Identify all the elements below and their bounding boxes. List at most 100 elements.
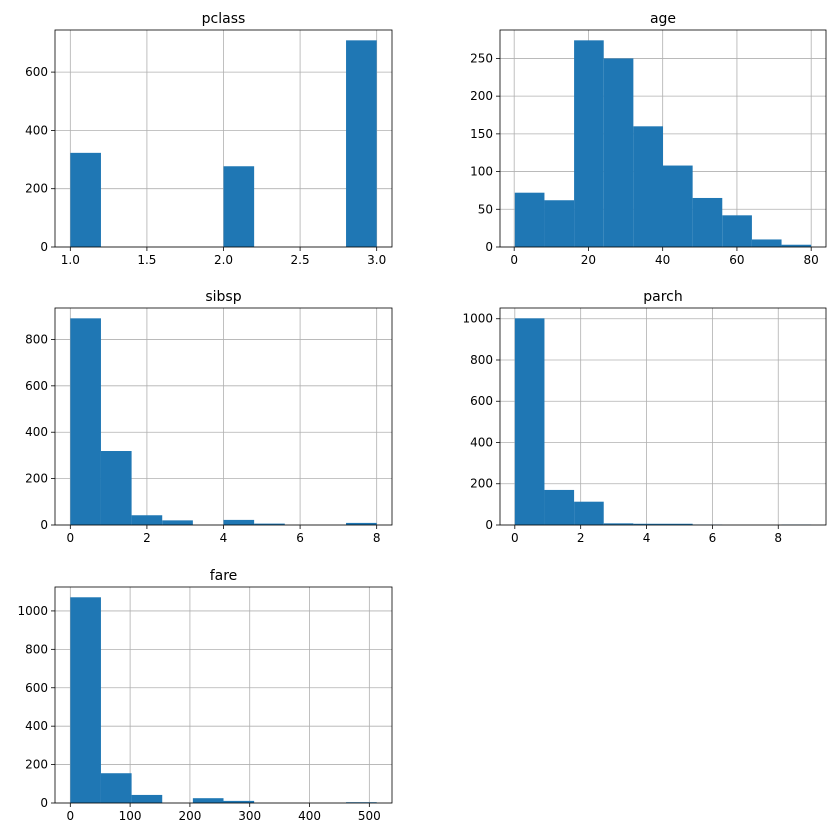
bar [162,520,193,525]
bar [603,523,634,525]
y-tick-label: 0 [40,240,48,254]
subplot: 0 20 40 60 80 0 50 100 150 200 250 age [470,11,827,267]
bar [100,773,132,803]
subplot: 1.0 1.5 2.0 2.5 3.0 0 200 400 600 pclass [25,11,393,267]
y-tick-label: 1000 [17,604,48,618]
bar [663,165,693,247]
subplot: 0 100 200 300 400 500 0 200 400 600 800 1000 fare [17,568,393,823]
bar [633,126,663,247]
subplot: 0 2 4 6 8 0 200 400 600 800 1000 parch [462,289,827,545]
y-tick-label: 250 [470,51,493,65]
bar [70,152,101,247]
y-tick-label: 400 [25,123,48,137]
bar [346,522,377,525]
x-tick-label: 1.0 [61,253,80,267]
x-tick-label: 0 [511,531,519,545]
y-tick-label: 0 [40,796,48,810]
bar [131,515,163,525]
y-tick-label: 600 [25,65,48,79]
y-tick-label: 0 [485,518,493,532]
bar [131,794,163,803]
bar [781,244,812,247]
x-tick-label: 4 [220,531,228,545]
x-tick-label: 60 [729,253,744,267]
bar [514,192,545,247]
y-tick-label: 600 [25,681,48,695]
bar [603,58,634,248]
axes-frame [499,307,827,526]
x-tick-label: 3.0 [367,253,386,267]
y-tick-label: 800 [25,642,48,656]
chart-title: parch [643,289,682,305]
x-tick-label: 200 [178,809,201,823]
x-tick-label: 400 [298,809,321,823]
y-tick-label: 400 [470,435,493,449]
y-tick-label: 0 [40,518,48,532]
bar [192,798,224,803]
x-tick-label: 2.5 [291,253,310,267]
x-tick-label: 0 [66,531,74,545]
chart-title: pclass [202,11,246,27]
y-tick-label: 600 [470,394,493,408]
x-tick-label: 8 [774,531,782,545]
x-tick-label: 0 [510,253,518,267]
bar [751,239,782,247]
bar [223,519,255,525]
x-tick-label: 0 [66,809,74,823]
x-tick-label: 80 [804,253,819,267]
y-tick-label: 150 [470,127,493,141]
x-tick-label: 2.0 [214,253,233,267]
bar [254,523,285,525]
y-tick-label: 600 [25,379,48,393]
bar [70,318,101,525]
bar [70,597,101,803]
bar [633,523,663,525]
bar [692,197,723,247]
bar [346,40,377,248]
bar [100,451,132,525]
y-tick-label: 0 [485,240,493,254]
x-tick-label: 40 [655,253,670,267]
bar [574,501,604,525]
x-tick-label: 4 [643,531,651,545]
y-tick-label: 400 [25,719,48,733]
subplot: 0 2 4 6 8 0 200 400 600 800 sibsp [25,289,393,545]
bar [544,489,575,525]
axes-frame [54,586,393,804]
x-tick-label: 100 [119,809,142,823]
x-tick-label: 300 [238,809,261,823]
x-tick-label: 6 [296,531,304,545]
x-tick-label: 8 [373,531,381,545]
chart-title: age [650,11,676,27]
x-tick-label: 20 [581,253,596,267]
x-tick-label: 500 [358,809,381,823]
x-tick-label: 1.5 [137,253,156,267]
y-tick-label: 100 [470,165,493,179]
axes-frame [499,29,827,248]
bar [223,800,255,803]
y-tick-label: 200 [25,182,48,196]
chart-title: fare [210,568,238,584]
y-tick-label: 50 [478,202,493,216]
y-tick-label: 200 [25,758,48,772]
y-tick-label: 1000 [462,312,493,326]
x-tick-label: 6 [709,531,717,545]
bar [223,166,255,247]
y-tick-label: 200 [470,89,493,103]
axes-frame [54,29,393,248]
bar [722,215,752,247]
y-tick-label: 800 [470,353,493,367]
bar [514,318,545,525]
y-tick-label: 800 [25,332,48,346]
x-tick-label: 2 [577,531,585,545]
bar [663,523,693,525]
axes-frame [54,307,393,526]
x-tick-label: 2 [143,531,151,545]
y-tick-label: 400 [25,425,48,439]
chart-title: sibsp [205,289,241,305]
y-tick-label: 200 [470,477,493,491]
bar [574,40,604,248]
y-tick-label: 200 [25,472,48,486]
